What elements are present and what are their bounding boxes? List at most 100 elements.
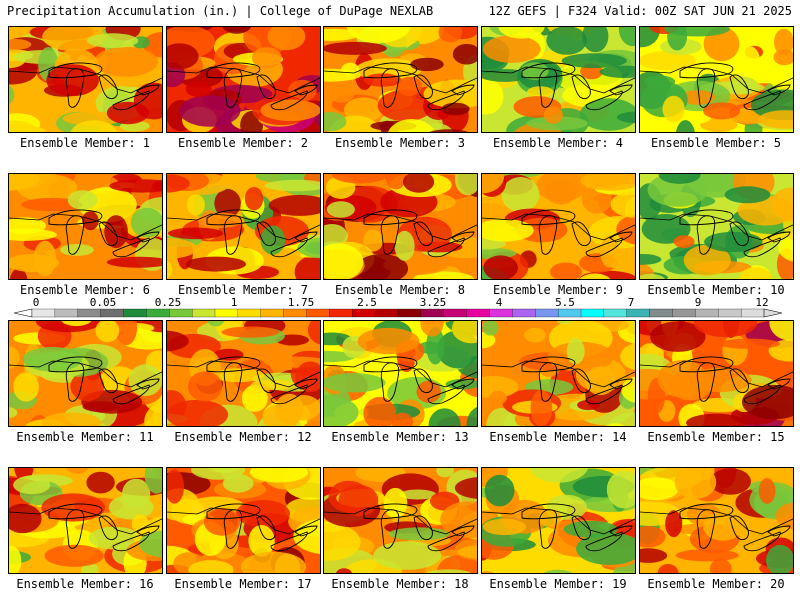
border-line [324, 213, 477, 241]
great-lakes-outline [679, 62, 791, 111]
border-line [482, 360, 635, 388]
great-lakes-outline [521, 209, 633, 258]
ensemble-member-label: Ensemble Member: 12 [174, 430, 312, 444]
colorbar-tick-label: 5.5 [555, 297, 575, 309]
great-lakes-outline [206, 503, 318, 552]
ensemble-member-label: Ensemble Member: 10 [647, 283, 785, 297]
ensemble-member-label: Ensemble Member: 4 [492, 136, 624, 150]
ensemble-member-label: Ensemble Member: 13 [331, 430, 469, 444]
ensemble-member-label: Ensemble Member: 15 [647, 430, 785, 444]
border-line [640, 360, 793, 388]
great-lakes-outline [521, 503, 633, 552]
precipitation-field [9, 27, 162, 132]
ensemble-member-label: Ensemble Member: 1 [19, 136, 151, 150]
colorbar-swatch [31, 308, 56, 318]
great-lakes-outline [521, 62, 633, 111]
ensemble-member-map [8, 320, 163, 427]
colorbar-tick-label: 9 [695, 297, 702, 309]
ensemble-member-label: Ensemble Member: 14 [489, 430, 627, 444]
colorbar-swatch [649, 308, 673, 318]
colorbar-swatch [740, 308, 765, 318]
ensemble-member-label: Ensemble Member: 11 [16, 430, 154, 444]
great-lakes-outline [206, 356, 318, 405]
precipitation-field [324, 174, 477, 279]
great-lakes-outline [363, 503, 475, 552]
ensemble-member-map [166, 320, 321, 427]
great-lakes-outline [363, 62, 475, 111]
precipitation-field [482, 27, 635, 132]
precipitation-field [482, 321, 635, 426]
great-lakes-outline [48, 62, 160, 111]
precipitation-field [167, 321, 320, 426]
border-line [167, 66, 320, 94]
colorbar-swatch [306, 308, 330, 318]
colorbar-max-arrow [763, 308, 783, 318]
colorbar-swatch [214, 308, 239, 318]
colorbar-tick-label: 12 [755, 297, 768, 309]
ensemble-member-label: Ensemble Member: 20 [647, 577, 785, 591]
colorbar-swatch [352, 308, 376, 318]
precipitation-field [324, 27, 477, 132]
border-line [324, 66, 477, 94]
great-lakes-outline [206, 62, 318, 111]
precipitation-field [640, 174, 793, 279]
ensemble-member-map [323, 467, 478, 574]
ensemble-member-map [166, 173, 321, 280]
ensemble-member-label: Ensemble Member: 9 [492, 283, 624, 297]
ensemble-member-label: Ensemble Member: 18 [331, 577, 469, 591]
great-lakes-outline [679, 356, 791, 405]
colorbar-tick-label: 0.25 [155, 297, 182, 309]
ensemble-member-label: Ensemble Member: 19 [489, 577, 627, 591]
border-line [640, 213, 793, 241]
precipitation-field [482, 174, 635, 279]
ensemble-member-label: Ensemble Member: 7 [177, 283, 309, 297]
border-line [482, 213, 635, 241]
precipitation-field [9, 321, 162, 426]
colorbar-swatch [146, 308, 170, 318]
colorbar-swatch [557, 308, 582, 318]
colorbar-swatch [695, 308, 719, 318]
colorbar-swatch [718, 308, 742, 318]
ensemble-member-map [166, 26, 321, 133]
ensemble-member-map [166, 467, 321, 574]
ensemble-member-map [323, 320, 478, 427]
border-line [482, 66, 635, 94]
precipitation-field [9, 468, 162, 573]
colorbar-swatch [466, 308, 490, 318]
colorbar-swatch [169, 308, 193, 318]
great-lakes-outline [48, 503, 160, 552]
colorbar-swatch [443, 308, 468, 318]
great-lakes-outline [48, 209, 160, 258]
colorbar-tick-label: 3.25 [420, 297, 447, 309]
great-lakes-outline [363, 209, 475, 258]
ensemble-member-map [8, 173, 163, 280]
ensemble-member-map [323, 173, 478, 280]
colorbar-swatch [535, 308, 559, 318]
precipitation-field [640, 27, 793, 132]
border-line [167, 507, 320, 535]
great-lakes-outline [679, 503, 791, 552]
precipitation-field [324, 468, 477, 573]
colorbar-tick-label: 0 [33, 297, 40, 309]
precipitation-field [324, 321, 477, 426]
colorbar-swatch [580, 308, 605, 318]
colorbar-swatch [283, 308, 307, 318]
colorbar-swatch [374, 308, 399, 318]
ensemble-member-label: Ensemble Member: 17 [174, 577, 312, 591]
border-line [640, 507, 793, 535]
colorbar-swatch [191, 308, 216, 318]
border-line [324, 507, 477, 535]
precipitation-field [9, 174, 162, 279]
precipitation-field [640, 468, 793, 573]
precipitation-field [640, 321, 793, 426]
colorbar-swatch [397, 308, 422, 318]
ensemble-member-map [323, 26, 478, 133]
colorbar-tick-label: 4 [496, 297, 503, 309]
border-line [324, 360, 477, 388]
ensemble-member-map [481, 467, 636, 574]
ensemble-member-map [639, 26, 794, 133]
precipitation-field [482, 468, 635, 573]
colorbar-tick-label: 1 [231, 297, 238, 309]
colorbar-swatch [512, 308, 536, 318]
ensemble-member-map [481, 320, 636, 427]
